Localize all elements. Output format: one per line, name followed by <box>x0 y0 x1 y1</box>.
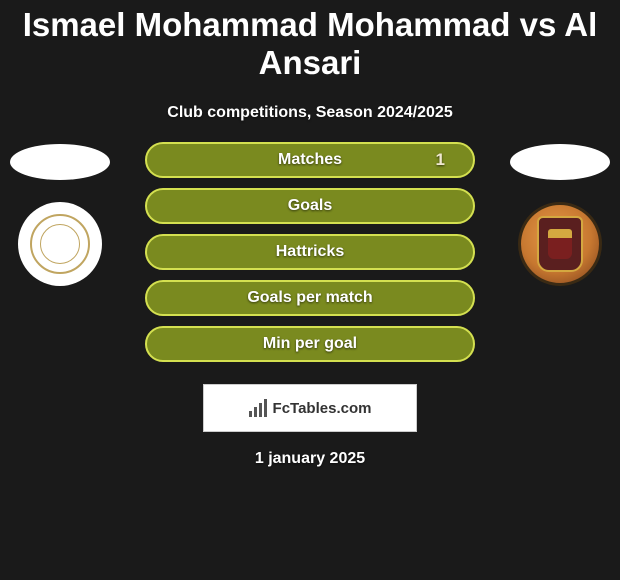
stat-bar-label: Matches <box>278 151 342 169</box>
stat-bars: Matches 1 Goals Hattricks Goals per matc… <box>110 142 510 362</box>
comparison-row: Matches 1 Goals Hattricks Goals per matc… <box>0 142 620 362</box>
stat-bar-label: Hattricks <box>276 243 344 261</box>
stat-bar-label: Goals <box>288 197 332 215</box>
bar-chart-icon <box>249 399 267 417</box>
page-subtitle: Club competitions, Season 2024/2025 <box>167 104 452 122</box>
stat-bar-goals-per-match: Goals per match <box>145 280 475 316</box>
stat-bar-min-per-goal: Min per goal <box>145 326 475 362</box>
player-left-column <box>10 142 110 286</box>
player-right-column <box>510 142 610 286</box>
player-right-oval <box>510 144 610 180</box>
team-logo-right <box>518 202 602 286</box>
team-logo-right-icon <box>537 216 583 272</box>
stat-bar-hattricks: Hattricks <box>145 234 475 270</box>
stat-bar-label: Min per goal <box>263 335 357 353</box>
stat-bar-goals: Goals <box>145 188 475 224</box>
date-label: 1 january 2025 <box>255 450 365 468</box>
stat-bar-label: Goals per match <box>247 289 372 307</box>
shield-inner-icon <box>548 229 572 259</box>
team-logo-left-icon <box>30 214 90 274</box>
team-logo-left <box>18 202 102 286</box>
page-title: Ismael Mohammad Mohammad vs Al Ansari <box>0 6 620 82</box>
player-left-oval <box>10 144 110 180</box>
stat-bar-matches: Matches 1 <box>145 142 475 178</box>
brand-text: FcTables.com <box>273 400 372 417</box>
brand-box[interactable]: FcTables.com <box>203 384 417 432</box>
stat-bar-value: 1 <box>436 150 445 170</box>
